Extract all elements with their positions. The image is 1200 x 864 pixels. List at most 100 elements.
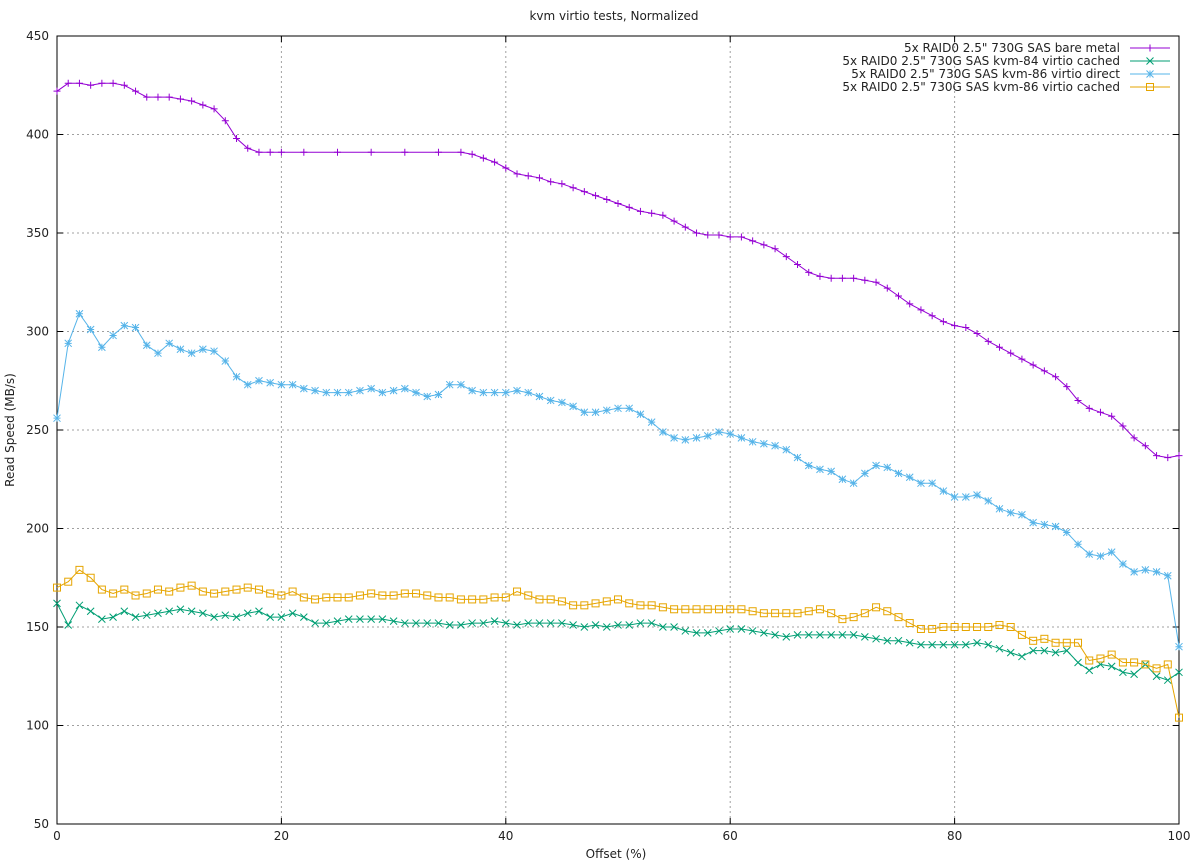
data-point: [602, 623, 611, 631]
data-point: [232, 372, 241, 381]
data-point: [782, 632, 791, 641]
data-point: [692, 434, 701, 442]
data-point: [703, 629, 712, 637]
y-axis-title: Read Speed (MB/s): [3, 373, 17, 487]
x-tick-label: 40: [498, 829, 513, 843]
data-point: [232, 585, 241, 594]
data-point: [198, 587, 207, 596]
data-point: [670, 217, 678, 225]
data-point: [154, 349, 162, 358]
data-point: [602, 406, 611, 415]
data-point: [961, 493, 970, 501]
data-point: [457, 148, 465, 156]
x-axis-title: Offset (%): [586, 847, 647, 861]
data-point: [771, 441, 779, 450]
data-point: [423, 392, 432, 401]
data-point: [748, 627, 757, 635]
data-point: [1051, 522, 1060, 531]
data-point: [962, 324, 970, 332]
data-point: [1164, 454, 1172, 462]
data-point: [400, 619, 409, 627]
data-point: [109, 79, 117, 87]
chart-title: kvm virtio tests, Normalized: [529, 9, 698, 23]
data-point: [277, 591, 286, 600]
data-point: [625, 203, 633, 211]
x-tick-label: 0: [53, 829, 61, 843]
data-point: [850, 274, 858, 282]
data-point: [726, 430, 735, 438]
x-tick-label: 60: [723, 829, 738, 843]
data-point: [860, 632, 869, 641]
data-point: [1085, 404, 1093, 412]
legend-label: 5x RAID0 2.5" 730G SAS bare metal: [904, 41, 1120, 55]
data-point: [120, 585, 129, 594]
data-point: [928, 312, 936, 320]
data-point: [827, 274, 835, 282]
data-point: [760, 241, 768, 249]
data-point: [154, 93, 162, 101]
data-point: [804, 461, 813, 470]
data-point: [591, 621, 600, 629]
data-point: [255, 376, 263, 385]
data-point: [187, 607, 196, 616]
data-point: [501, 388, 510, 397]
data-point: [591, 599, 600, 608]
data-point: [501, 593, 510, 602]
data-point: [636, 410, 645, 419]
data-point: [636, 619, 645, 627]
data-point: [165, 607, 174, 616]
data-point: [1153, 452, 1161, 460]
data-point: [456, 595, 465, 604]
data-point: [905, 619, 914, 628]
data-point: [378, 388, 387, 397]
data-point: [86, 607, 95, 616]
data-point: [322, 593, 331, 602]
data-point: [53, 87, 61, 95]
data-point: [255, 148, 263, 156]
data-point: [288, 609, 297, 618]
data-point: [703, 605, 712, 614]
data-point: [277, 613, 286, 622]
data-point: [973, 491, 981, 499]
data-point: [131, 613, 140, 622]
data-point: [255, 607, 263, 616]
series-3: [53, 565, 1183, 722]
data-point: [816, 465, 824, 474]
data-point: [659, 211, 667, 219]
data-point: [266, 613, 275, 622]
series-line: [56, 82, 1180, 459]
data-point: [658, 603, 667, 612]
data-point: [569, 621, 577, 629]
data-point: [1052, 373, 1060, 381]
data-point: [53, 414, 61, 423]
data-point: [457, 380, 465, 389]
data-point: [1096, 552, 1105, 560]
data-point: [355, 591, 364, 600]
data-point: [1119, 422, 1127, 430]
data-point: [53, 583, 61, 592]
data-point: [479, 595, 488, 604]
y-tick-label: 300: [26, 325, 49, 339]
data-point: [1051, 648, 1060, 657]
data-point: [199, 101, 207, 109]
data-point: [715, 627, 723, 635]
data-point: [221, 357, 230, 365]
data-point: [176, 345, 185, 354]
data-point: [838, 274, 846, 282]
data-point: [243, 380, 252, 389]
data-point: [995, 621, 1004, 630]
data-point: [266, 378, 275, 387]
data-point: [1096, 654, 1105, 663]
data-point: [221, 611, 230, 620]
data-point: [703, 432, 712, 440]
data-point: [468, 150, 476, 158]
data-point: [894, 613, 903, 622]
data-point: [176, 95, 184, 103]
data-point: [827, 467, 836, 476]
data-point: [87, 81, 95, 89]
data-point: [513, 621, 521, 629]
data-point: [670, 605, 679, 614]
data-point: [367, 148, 375, 156]
data-point: [749, 237, 757, 245]
data-point: [199, 345, 207, 354]
